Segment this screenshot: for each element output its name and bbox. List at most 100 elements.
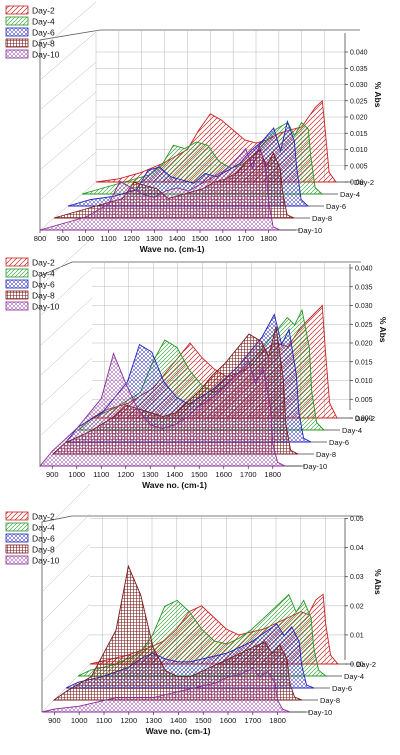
series-depth-label: Day-8 — [316, 450, 336, 459]
x-tick-label: 900 — [46, 470, 59, 479]
side-gridline — [39, 327, 93, 377]
frame-left-top — [39, 29, 360, 230]
z-tick-label: 0.035 — [350, 66, 368, 73]
side-gridline — [39, 151, 97, 201]
legend-label: Day-2 — [32, 512, 55, 522]
legend-swatch — [5, 544, 29, 554]
series-depth-label: Day-8 — [320, 696, 340, 705]
legend-label: Day-2 — [32, 258, 55, 268]
z-tick-label: 0.05 — [350, 516, 364, 523]
side-gridline — [41, 633, 91, 683]
legend-swatch — [5, 522, 29, 532]
series-depth-label: Day-10 — [298, 226, 322, 235]
legend-label: Day-6 — [32, 280, 55, 290]
legend-swatch — [5, 257, 29, 267]
x-tick-label: 1400 — [169, 234, 186, 243]
frame-left-top — [39, 261, 361, 466]
legend-swatch — [5, 533, 29, 543]
frame-left-top — [41, 515, 362, 712]
legend-swatch — [5, 38, 29, 48]
legend-label: Day-4 — [32, 269, 55, 279]
x-tick-label: 1000 — [71, 716, 88, 725]
legend-label: Day-4 — [32, 17, 55, 27]
z-tick-label: 0.04 — [350, 545, 364, 552]
area-series-day-10 — [41, 667, 291, 713]
series-depth-label: Day-2 — [355, 414, 375, 423]
x-tick-label: 1800 — [264, 470, 281, 479]
series-depth-label: Day-6 — [326, 202, 346, 211]
z-tick-label: 0.00 — [350, 180, 364, 187]
legend-label: Day-8 — [32, 291, 55, 301]
legend-swatch — [5, 5, 29, 15]
side-gridline — [39, 31, 97, 81]
legend-swatch — [5, 290, 29, 300]
series-depth-label: Day-2 — [356, 660, 376, 669]
side-gridline — [41, 513, 91, 563]
z-tick-label: 0.030 — [350, 82, 368, 89]
legend-label: Day-10 — [32, 556, 60, 566]
x-tick-label: 900 — [57, 234, 70, 243]
x-tick-label: 1600 — [215, 470, 232, 479]
legend-label: Day-6 — [32, 534, 55, 544]
x-tick-label: 1700 — [244, 716, 261, 725]
x-tick-label: 1500 — [195, 716, 212, 725]
legend-swatch — [5, 27, 29, 37]
legend-swatch — [5, 301, 29, 311]
series-depth-label: Day-4 — [342, 426, 362, 435]
area-series-day-10 — [39, 143, 281, 231]
x-tick-label: 1800 — [260, 234, 277, 243]
z-axis-label: % Abs — [373, 569, 383, 595]
side-gridline — [41, 483, 91, 533]
x-tick-label: 1200 — [123, 234, 140, 243]
area-series-day-10 — [39, 352, 286, 467]
x-tick-label: 1100 — [96, 716, 112, 725]
x-tick-label: 1100 — [101, 234, 117, 243]
x-tick-label: 1700 — [237, 234, 254, 243]
series-depth-label: Day-2 — [354, 178, 374, 187]
z-tick-label: 0.030 — [355, 303, 373, 310]
x-tick-label: 800 — [34, 234, 47, 243]
side-gridline — [39, 297, 93, 347]
series-depth-label: Day-4 — [344, 672, 364, 681]
x-tick-label: 1000 — [77, 234, 94, 243]
x-tick-label: 1400 — [170, 716, 187, 725]
z-tick-label: 0.000 — [355, 416, 373, 423]
x-tick-label: 1600 — [220, 716, 237, 725]
z-tick-label: 0.025 — [355, 322, 373, 329]
z-tick-label: 0.010 — [355, 378, 373, 385]
series-depth-label: Day-6 — [332, 684, 352, 693]
legend-swatch — [5, 16, 29, 26]
x-tick-label: 1200 — [120, 716, 137, 725]
series-depth-label: Day-6 — [329, 438, 349, 447]
side-gridline — [41, 573, 91, 623]
x-tick-label: 1100 — [93, 470, 109, 479]
z-tick-label: 0.015 — [350, 131, 368, 138]
legend-swatch — [5, 279, 29, 289]
x-axis-label: Wave no. (cm-1) — [142, 480, 207, 490]
x-tick-label: 1500 — [192, 234, 209, 243]
side-gridline — [39, 121, 97, 171]
z-tick-label: 0.00 — [350, 662, 364, 669]
side-gridline — [41, 543, 91, 593]
side-gridline — [39, 61, 97, 111]
x-tick-label: 1300 — [145, 716, 162, 725]
x-tick-label: 1000 — [68, 470, 85, 479]
legend-label: Day-2 — [32, 6, 55, 16]
series-depth-label: Day-10 — [303, 462, 327, 471]
legend-label: Day-10 — [32, 50, 60, 60]
z-axis-label: % Abs — [373, 82, 383, 108]
side-gridline — [41, 603, 91, 653]
legend-label: Day-4 — [32, 523, 55, 533]
z-tick-label: 0.03 — [350, 574, 364, 581]
x-tick-label: 1500 — [191, 470, 208, 479]
chart-panel-day-series-3: 900 1000 1100 1200 1300 1400 1500 1600 1700 1800 W… — [5, 483, 383, 736]
side-gridline — [39, 1, 97, 51]
side-gridline — [39, 387, 93, 437]
x-tick-label: 1300 — [146, 234, 163, 243]
z-tick-label: 0.010 — [350, 147, 368, 154]
z-tick-label: 0.040 — [355, 266, 373, 273]
x-tick-label: 1600 — [215, 234, 232, 243]
side-gridline — [39, 267, 93, 317]
